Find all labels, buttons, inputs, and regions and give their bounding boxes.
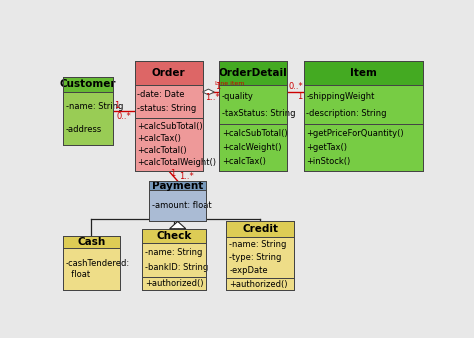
FancyBboxPatch shape [219,62,287,86]
Text: +calcSubTotal(): +calcSubTotal() [137,122,203,131]
Text: +calcWeight(): +calcWeight() [222,143,282,152]
Text: -description: String: -description: String [307,109,387,118]
Text: -type: String: -type: String [229,253,282,262]
Text: -name: String: -name: String [229,240,287,249]
Text: -date: Date: -date: Date [137,90,185,99]
Text: +calcTotal(): +calcTotal() [137,146,187,155]
Text: -address: -address [66,125,102,134]
Text: Item: Item [350,68,377,78]
FancyBboxPatch shape [63,236,120,248]
Polygon shape [170,221,186,229]
FancyBboxPatch shape [135,62,202,86]
FancyBboxPatch shape [303,62,423,86]
Text: Line item: Line item [215,81,245,87]
Text: 1: 1 [114,101,119,110]
FancyBboxPatch shape [227,279,294,290]
Polygon shape [202,89,214,95]
Text: 1: 1 [170,169,176,178]
Text: +getTax(): +getTax() [307,143,347,152]
Text: -taxStatus: String: -taxStatus: String [222,109,295,118]
Text: 1: 1 [215,82,220,91]
Text: -status: String: -status: String [137,104,197,114]
Text: Payment: Payment [152,180,203,191]
FancyBboxPatch shape [219,86,287,124]
Text: 1: 1 [297,92,302,101]
FancyBboxPatch shape [303,124,423,171]
Text: +calcTotalWeight(): +calcTotalWeight() [137,158,217,167]
Text: +calcTax(): +calcTax() [137,134,182,143]
FancyBboxPatch shape [142,277,206,290]
Text: -quality: -quality [222,92,254,101]
Text: Cash: Cash [77,237,106,247]
Text: 0..*: 0..* [117,112,132,121]
Text: 0..*: 0..* [289,82,303,91]
FancyBboxPatch shape [227,237,294,279]
Text: -name: String: -name: String [145,248,202,257]
Text: +calcSubTotal(): +calcSubTotal() [222,129,288,138]
Text: Check: Check [156,231,192,241]
Text: Customer: Customer [59,79,116,90]
FancyBboxPatch shape [135,118,202,171]
Text: -shippingWeight: -shippingWeight [307,92,375,101]
FancyBboxPatch shape [142,229,206,243]
FancyBboxPatch shape [142,243,206,277]
FancyBboxPatch shape [135,86,202,118]
Text: -expDate: -expDate [229,266,268,275]
FancyBboxPatch shape [63,248,120,290]
Text: +authorized(): +authorized() [145,279,203,288]
FancyBboxPatch shape [149,181,206,190]
Text: 1..*: 1..* [205,93,220,102]
Text: +getPriceForQuantity(): +getPriceForQuantity() [307,129,404,138]
FancyBboxPatch shape [303,86,423,124]
Text: +inStock(): +inStock() [307,157,351,166]
Text: -cashTendered:
  float: -cashTendered: float [66,259,130,279]
Text: +calcTax(): +calcTax() [222,157,266,166]
Text: +authorized(): +authorized() [229,280,288,289]
Text: OrderDetail: OrderDetail [219,68,287,78]
Text: -name: String: -name: String [66,102,123,111]
FancyBboxPatch shape [149,190,206,221]
FancyBboxPatch shape [63,77,112,92]
Text: -amount: float: -amount: float [152,201,212,210]
FancyBboxPatch shape [219,124,287,171]
Text: 1..*: 1..* [180,172,194,181]
FancyBboxPatch shape [63,92,112,145]
Text: -bankID: String: -bankID: String [145,263,208,272]
Text: Order: Order [152,68,185,78]
FancyBboxPatch shape [227,221,294,237]
Text: Credit: Credit [242,224,278,234]
